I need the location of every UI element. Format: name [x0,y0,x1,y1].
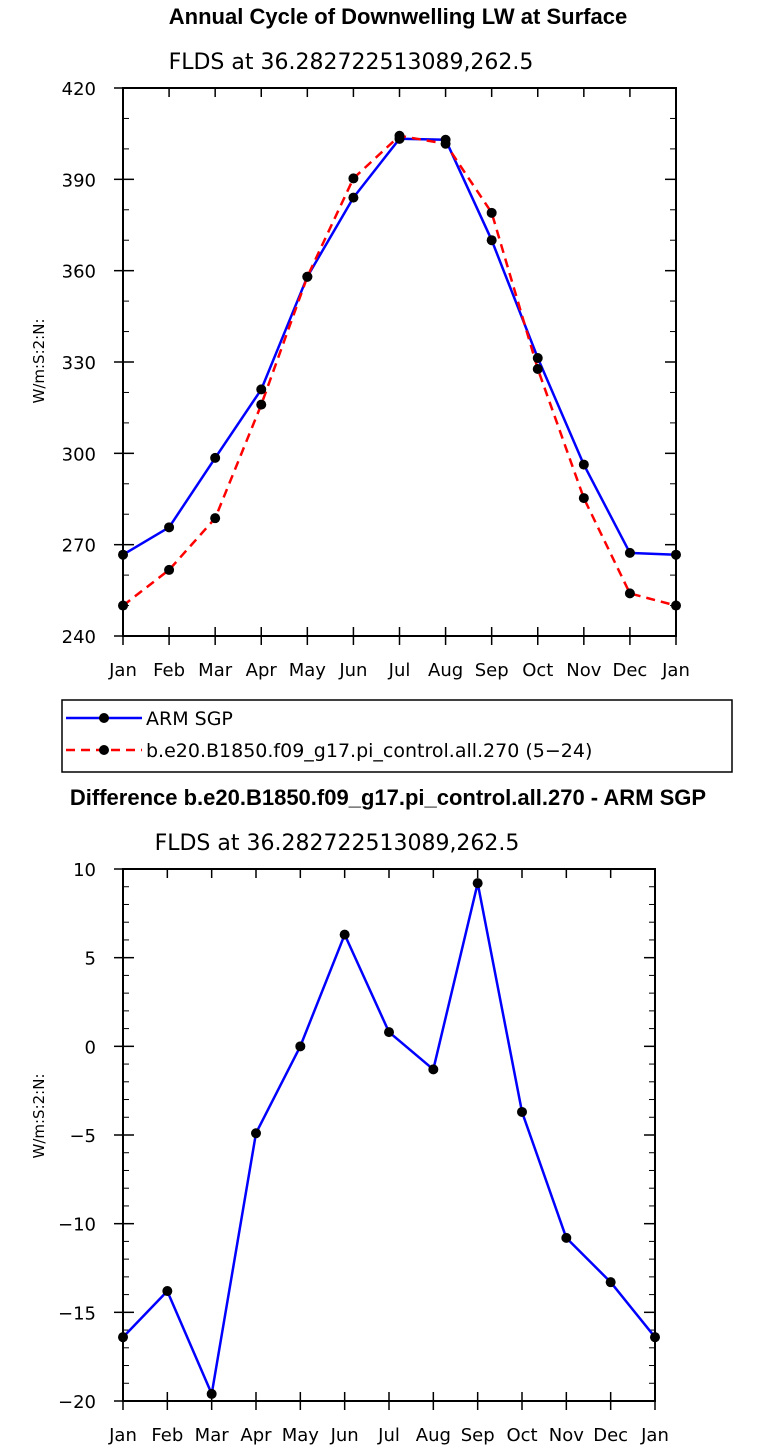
chart2-data-point [295,1041,306,1052]
chart1-y-tick-label: 420 [62,79,96,100]
chart2-data-point [162,1286,173,1297]
chart2-title: Difference b.e20.B1850.f09_g17.pi_contro… [70,785,706,810]
chart2-data-point [428,1064,439,1075]
chart1-data-point [302,271,313,282]
chart1-plot-frame [122,87,677,637]
chart2-data-point [472,878,483,889]
chart2-x-tick-label: Feb [151,1425,183,1446]
chart2-y-tick-label: −20 [58,1392,96,1413]
chart1-x-tick-label: Feb [153,660,185,681]
chart1-x-tick-label: Jan [661,660,690,681]
chart1-data-point [532,353,543,364]
chart2-data-point [650,1332,660,1343]
chart1-data-point [164,522,175,533]
chart1-data-point [164,564,175,575]
chart2-data-point [339,929,350,940]
chart1-x-tick-label: Jul [388,660,411,681]
chart1-subtitle: FLDS at 36.282722513089,262.5 [169,50,534,75]
chart2-data-point [206,1388,217,1399]
chart2-data-point [517,1106,527,1117]
chart2-x-tick-label: May [282,1425,320,1446]
chart1-data-point [118,600,128,611]
difference-chart: Difference b.e20.B1850.f09_g17.pi_contro… [30,785,706,1446]
chart2-x-tick-label: Apr [240,1425,272,1446]
chart1-x-tick-label: Oct [522,660,553,681]
chart2-x-tick-label: Jul [377,1425,400,1446]
chart1-x-tick-label: Mar [198,660,233,681]
chart1-series-line-0 [122,137,677,556]
chart1-data-point [348,173,359,184]
chart2-series-line-0 [122,881,656,1396]
chart1-title: Annual Cycle of Downwelling LW at Surfac… [169,4,627,29]
chart1-data-point [348,192,359,203]
chart2-x-tick-label: Mar [195,1425,230,1446]
chart2-plot-frame [122,868,656,1402]
chart2-x-tick-label: Nov [549,1425,584,1446]
chart1-data-point [394,130,405,141]
chart1-x-tick-label: Jan [108,660,137,681]
chart1-data-point [486,235,497,246]
chart1-y-tick-label: 300 [62,444,96,465]
chart1-data-point [624,547,635,558]
chart1-data-point [532,364,543,375]
chart2-x-tick-label: Jan [640,1425,669,1446]
chart2-y-axis-label: W/m:S:2:N: [30,1074,48,1159]
chart2-subtitle: FLDS at 36.282722513089,262.5 [155,831,520,856]
chart1-x-tick-label: Apr [246,660,278,681]
legend-label-arm: ARM SGP [146,708,233,730]
chart2-x-tick-label: Dec [593,1425,628,1446]
chart2-x-tick-label: Oct [506,1425,537,1446]
chart2-data-point [605,1277,616,1288]
chart1-y-tick-label: 270 [62,536,96,557]
chart1-data-point [624,588,635,599]
chart1-data-point [578,493,589,504]
legend-marker-model [99,745,109,755]
chart1-x-tick-label: Nov [566,660,601,681]
legend-box [61,699,733,773]
chart2-y-tick-label: 10 [73,860,96,881]
chart1-data-point [210,513,221,524]
chart2-y-tick-label: 0 [85,1037,96,1058]
chart1-legend: ARM SGP b.e20.B1850.f09_g17.pi_control.a… [61,699,733,773]
chart1-data-point [578,459,589,470]
legend-label-model: b.e20.B1850.f09_g17.pi_control.all.270 (… [146,740,592,762]
chart1-x-tick-label: Dec [612,660,647,681]
chart1-y-tick-label: 330 [62,353,96,374]
chart1-series-line-1 [122,134,677,607]
chart1-x-tick-label: Aug [428,660,463,681]
chart1-y-tick-label: 360 [62,262,96,283]
chart1-data-point [440,138,451,149]
chart2-x-tick-label: Jan [108,1425,137,1446]
chart2-y-tick-label: −15 [58,1303,96,1324]
chart1-data-point [118,549,128,560]
chart2-y-tick-label: 5 [85,949,96,970]
chart1-x-tick-label: Sep [475,660,509,681]
chart2-y-tick-label: −5 [69,1126,96,1147]
chart1-y-tick-label: 390 [62,170,96,191]
chart1-x-tick-label: Jun [338,660,367,681]
chart1-data-point [210,452,221,463]
chart2-x-tick-label: Jun [330,1425,359,1446]
chart2-x-tick-label: Aug [416,1425,451,1446]
chart2-data-point [561,1232,572,1243]
chart2-x-tick-label: Sep [461,1425,495,1446]
chart1-y-axis-label: W/m:S:2:N: [30,319,48,404]
legend-marker-arm [99,713,109,723]
chart1-x-tick-label: May [289,660,327,681]
chart2-data-point [118,1332,128,1343]
annual-cycle-chart: Annual Cycle of Downwelling LW at Surfac… [30,4,733,773]
chart2-data-point [251,1128,261,1139]
chart1-data-point [671,600,681,611]
chart1-data-point [256,384,267,395]
chart2-y-tick-label: −10 [58,1215,96,1236]
chart2-data-point [384,1027,394,1038]
chart1-data-point [486,207,497,218]
chart1-y-tick-label: 240 [62,627,96,648]
chart1-data-point [671,549,681,560]
chart1-data-point [256,399,267,410]
